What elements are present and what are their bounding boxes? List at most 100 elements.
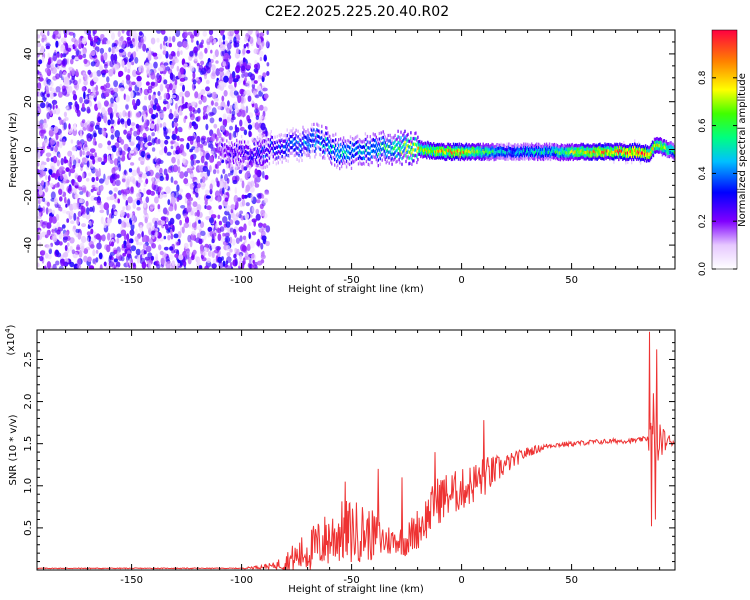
noise-speck — [165, 135, 171, 140]
noise-speck — [225, 183, 229, 190]
band-cell — [395, 149, 397, 153]
band-cell — [389, 145, 391, 149]
band-cell — [428, 148, 430, 152]
noise-speck — [246, 171, 251, 178]
band-cell — [276, 140, 278, 144]
band-cell — [458, 152, 461, 156]
band-cell — [552, 146, 555, 150]
band-cell — [668, 148, 670, 152]
colorbar — [711, 29, 738, 270]
noise-speck — [58, 241, 63, 246]
noise-speck — [45, 45, 51, 50]
band-cell — [469, 154, 471, 158]
noise-speck — [111, 204, 116, 210]
band-cell — [657, 141, 660, 145]
noise-speck — [127, 196, 133, 204]
band-cell — [548, 145, 551, 149]
noise-speck — [144, 216, 148, 224]
band-cell — [631, 154, 633, 158]
noise-speck — [141, 261, 147, 269]
band-cell — [230, 148, 232, 152]
band-cell — [324, 134, 326, 138]
band-cell — [615, 143, 617, 147]
noise-speck — [111, 111, 114, 118]
band-cell — [413, 159, 415, 163]
band-cell — [562, 151, 565, 155]
band-cell — [488, 157, 490, 162]
noise-speck — [205, 91, 212, 95]
noise-speck — [235, 65, 241, 74]
noise-speck — [231, 110, 236, 117]
band-cell — [433, 151, 435, 155]
band-cell — [441, 150, 444, 154]
noise-speck — [190, 255, 195, 261]
band-cell — [319, 141, 321, 146]
band-cell — [362, 156, 365, 160]
band-cell — [423, 154, 425, 158]
band-cell — [425, 141, 427, 145]
band-cell — [635, 149, 637, 153]
band-cell — [571, 155, 573, 159]
band-cell — [623, 140, 625, 145]
band-cell — [586, 143, 588, 147]
band-cell — [655, 137, 658, 141]
noise-speck — [132, 38, 135, 42]
band-cell — [407, 155, 409, 159]
noise-speck — [177, 231, 182, 239]
noise-speck — [37, 103, 41, 108]
band-cell — [631, 161, 633, 165]
band-cell — [336, 159, 338, 164]
band-cell — [381, 147, 383, 151]
band-cell — [485, 149, 487, 153]
band-cell — [323, 149, 325, 153]
noise-speck — [239, 178, 243, 183]
band-cell — [666, 142, 668, 146]
noise-speck — [63, 76, 70, 85]
band-cell — [262, 166, 265, 170]
band-cell — [241, 139, 244, 143]
band-cell — [534, 147, 536, 151]
noise-speck — [71, 68, 75, 77]
band-cell — [308, 148, 310, 152]
band-cell — [460, 142, 463, 147]
band-cell — [317, 140, 319, 144]
noise-speck — [73, 212, 77, 221]
band-cell — [297, 140, 299, 145]
band-cell — [269, 138, 272, 142]
band-cell — [498, 156, 500, 160]
band-cell — [488, 151, 490, 155]
noise-speck — [255, 213, 261, 221]
band-cell — [382, 147, 384, 151]
band-cell — [294, 142, 296, 146]
band-cell — [497, 143, 499, 147]
band-cell — [385, 161, 387, 165]
band-cell — [492, 156, 494, 160]
band-cell — [546, 157, 549, 161]
band-cell — [600, 144, 602, 148]
band-cell — [602, 156, 604, 160]
noise-speck — [239, 235, 243, 242]
band-cell — [597, 150, 599, 154]
noise-speck — [56, 252, 62, 258]
band-cell — [288, 143, 290, 147]
band-cell — [610, 155, 612, 160]
noise-speck — [145, 81, 150, 86]
noise-speck — [176, 65, 180, 72]
band-cell — [377, 158, 379, 162]
band-cell — [386, 137, 388, 141]
noise-speck — [50, 62, 55, 69]
band-cell — [256, 141, 259, 145]
band-cell — [638, 146, 641, 150]
band-cell — [261, 140, 264, 144]
band-cell — [535, 156, 537, 160]
noise-speck — [251, 231, 257, 236]
band-cell — [498, 146, 500, 150]
noise-speck — [100, 216, 104, 225]
noise-speck — [252, 174, 258, 179]
noise-speck — [235, 201, 239, 209]
band-cell — [578, 144, 580, 148]
noise-speck — [234, 175, 240, 182]
band-cell — [366, 140, 369, 144]
band-cell — [452, 149, 455, 153]
band-cell — [635, 152, 637, 157]
